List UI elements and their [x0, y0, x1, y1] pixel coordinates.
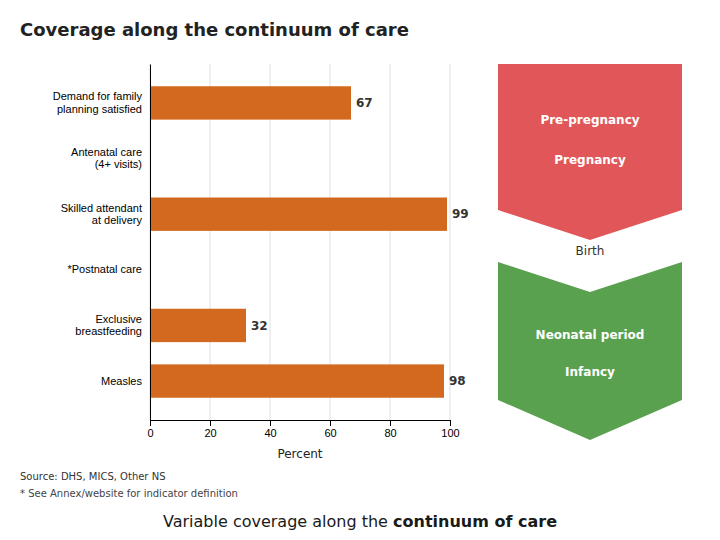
y-tick-label-line: Measles [101, 375, 142, 387]
y-tick: Antenatal care(4+ visits) [71, 146, 150, 170]
stage-label: Pre-pregnancy [540, 113, 639, 127]
y-tick-label: Exclusivebreastfeeding [75, 313, 142, 337]
x-tick-label: 20 [204, 427, 216, 439]
stage-label: Infancy [565, 365, 615, 379]
caption: Variable coverage along the continuum of… [163, 512, 557, 531]
x-axis-title: Percent [277, 447, 322, 461]
grid-line [450, 64, 451, 420]
continuum-arrow [498, 64, 682, 440]
x-axis: 0 20 40 60 80 100 [147, 420, 459, 439]
y-tick-label-line: *Postnatal care [67, 263, 142, 275]
x-tick-label: 60 [324, 427, 336, 439]
x-tick-label: 100 [441, 427, 459, 439]
x-tick: 20 [204, 420, 216, 439]
y-tick-label: Skilled attendantat delivery [61, 202, 143, 226]
y-tick-label-line: planning satisfied [57, 103, 142, 115]
y-tick-label: *Postnatal care [67, 263, 142, 275]
x-tick-label: 80 [384, 427, 396, 439]
data-labels: 67 99 32 98 [251, 96, 469, 388]
data-label: 99 [452, 207, 469, 221]
data-label: 98 [449, 374, 466, 388]
y-tick-label: Antenatal care(4+ visits) [71, 146, 142, 170]
x-tick-mark [330, 420, 331, 426]
y-axis: Demand for familyplanning satisfied Anten… [53, 65, 151, 421]
x-tick-mark [150, 420, 151, 426]
stage-label: Birth [576, 244, 605, 258]
y-tick-label-line: Exclusive [96, 313, 142, 325]
bar [150, 198, 447, 231]
arrow-upper [498, 64, 682, 240]
x-tick: 60 [324, 420, 336, 439]
y-tick-label-line: breastfeeding [75, 325, 142, 337]
y-tick-label: Demand for familyplanning satisfied [53, 90, 143, 114]
stage-label: Neonatal period [536, 328, 645, 342]
bar [150, 364, 444, 397]
y-tick: Exclusivebreastfeeding [75, 313, 150, 337]
chart: Coverage along the continuum of care 67 99… [0, 0, 720, 540]
x-tick: 0 [147, 420, 153, 439]
x-tick-mark [270, 420, 271, 426]
x-tick-label: 40 [264, 427, 276, 439]
y-tick-label: Measles [101, 375, 142, 387]
stage-label: Pregnancy [554, 153, 626, 167]
source: Source: DHS, MICS, Other NS [20, 471, 165, 482]
bar [150, 309, 246, 342]
x-axis-line [151, 421, 451, 427]
bar [150, 86, 351, 119]
y-tick: Skilled attendantat delivery [61, 202, 150, 226]
y-tick-label-line: Skilled attendant [61, 202, 142, 214]
y-tick-label-line: Antenatal care [71, 146, 142, 158]
data-label: 67 [356, 96, 373, 110]
y-tick-label-line: (4+ visits) [95, 158, 142, 170]
y-tick: Measles [101, 375, 150, 387]
x-tick-label: 0 [147, 427, 153, 439]
x-tick: 80 [384, 420, 396, 439]
y-tick-label-line: at delivery [92, 214, 143, 226]
caption-part: continuum of care [393, 512, 557, 531]
title: Coverage along the continuum of care [20, 19, 409, 40]
x-tick: 100 [441, 420, 459, 439]
caption-part: Variable coverage along the [163, 512, 393, 531]
x-tick: 40 [264, 420, 276, 439]
y-tick: Demand for familyplanning satisfied [53, 90, 150, 114]
grid [150, 64, 450, 420]
y-tick: *Postnatal care [67, 263, 150, 275]
x-tick-mark [210, 420, 211, 426]
y-axis-line [150, 65, 151, 421]
grid-line [150, 64, 151, 420]
x-tick-mark [390, 420, 391, 426]
y-tick-label-line: Demand for family [53, 90, 143, 102]
x-tick-mark [450, 420, 451, 426]
footnote: * See Annex/website for indicator defini… [20, 488, 238, 499]
bars [150, 86, 447, 398]
arrow-lower [498, 262, 682, 440]
data-label: 32 [251, 319, 268, 333]
